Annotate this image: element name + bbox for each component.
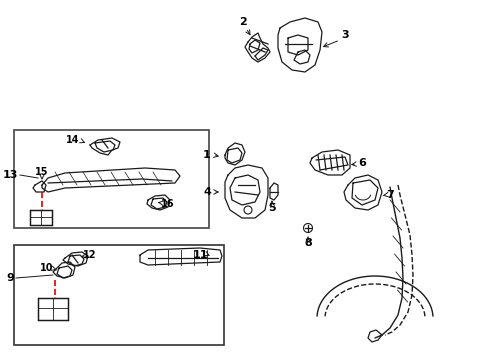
Text: 3: 3 — [341, 30, 348, 40]
Text: 6: 6 — [357, 158, 365, 168]
Text: 11: 11 — [192, 250, 207, 260]
Text: 16: 16 — [161, 199, 174, 209]
Bar — [14, 130, 208, 228]
Text: 7: 7 — [386, 190, 393, 200]
Text: 10: 10 — [40, 263, 54, 273]
Text: 15: 15 — [35, 167, 49, 177]
Text: 12: 12 — [83, 250, 97, 260]
Text: 14: 14 — [66, 135, 80, 145]
Bar — [30, 210, 52, 225]
Bar — [38, 298, 68, 320]
Text: 1: 1 — [203, 150, 210, 160]
Bar — [14, 245, 224, 345]
Text: 2: 2 — [239, 17, 246, 27]
Text: 13: 13 — [2, 170, 18, 180]
Text: 5: 5 — [267, 203, 275, 213]
Text: 4: 4 — [203, 187, 210, 197]
Text: 9: 9 — [6, 273, 14, 283]
Text: 8: 8 — [304, 238, 311, 248]
